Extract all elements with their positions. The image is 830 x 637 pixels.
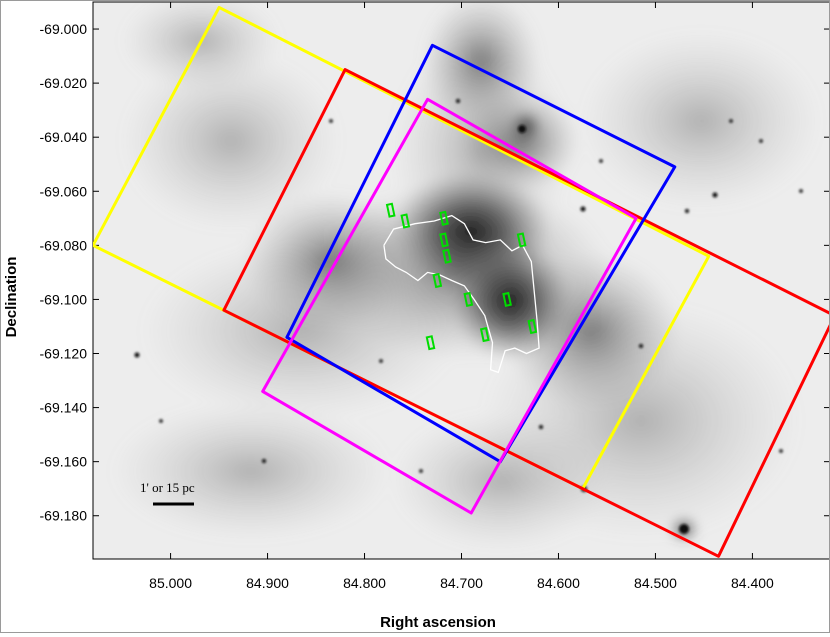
green-marker <box>432 272 443 289</box>
footprint-2 <box>222 68 830 558</box>
green-marker <box>425 335 436 351</box>
y-tick-label: -69.180 <box>40 508 88 524</box>
green-marker <box>439 232 449 248</box>
y-tick-label: -69.080 <box>40 237 88 253</box>
green-marker <box>385 202 396 218</box>
x-tick-label: 84.500 <box>634 575 677 591</box>
scale-bar-label: 1' or 15 pc <box>140 480 195 495</box>
green-marker <box>442 248 452 264</box>
green-marker <box>439 210 449 226</box>
y-tick-label: -69.140 <box>40 400 88 416</box>
green-marker <box>479 327 490 343</box>
green-marker <box>502 291 512 307</box>
y-tick-label: -69.020 <box>40 75 88 91</box>
y-tick-label: -69.160 <box>40 454 88 470</box>
x-axis-title: Right ascension <box>380 614 496 631</box>
green-markers <box>385 202 538 351</box>
green-marker <box>463 291 474 307</box>
x-tick-label: 84.600 <box>537 575 580 591</box>
x-tick-labels: 85.000 84.900 84.800 84.700 84.600 84.500 84.4… <box>149 575 774 591</box>
x-tick-label: 84.900 <box>246 575 289 591</box>
footprints <box>93 5 830 558</box>
nebula-image <box>93 2 830 559</box>
y-tick-label: -69.120 <box>40 346 88 362</box>
contour <box>383 214 540 374</box>
x-tick-label: 85.000 <box>149 575 192 591</box>
y-tick-label: -69.040 <box>40 129 88 145</box>
contour-line <box>383 214 540 374</box>
y-tick-labels: -69.000 -69.020 -69.040 -69.060 -69.080 -69.1… <box>40 21 88 524</box>
green-marker <box>516 232 527 248</box>
footprint-4 <box>261 97 638 515</box>
y-axis-title: Declination <box>3 257 20 338</box>
green-marker <box>527 318 538 335</box>
scale-bar: 1' or 15 pc <box>140 480 195 506</box>
y-tick-label: -69.100 <box>40 291 88 307</box>
x-tick-label: 84.700 <box>440 575 483 591</box>
green-marker <box>400 213 411 229</box>
x-tick-label: 84.400 <box>731 575 774 591</box>
y-tick-label: -69.060 <box>40 183 88 199</box>
y-tick-label: -69.000 <box>40 21 88 37</box>
x-tick-label: 84.800 <box>343 575 386 591</box>
